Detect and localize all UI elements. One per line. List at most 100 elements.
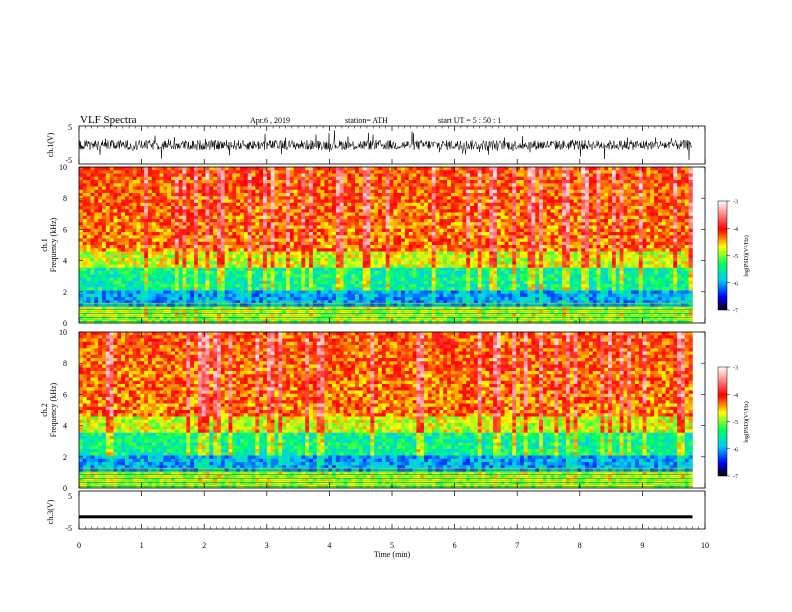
spectrogram-cell [105,215,110,220]
spectrogram-cell [374,170,379,174]
spectrogram-cell [174,235,179,239]
spectrogram-cell [473,277,479,282]
spectrogram-cell [163,300,168,304]
spectrogram-cell [171,287,176,291]
spectrogram-cell [186,254,191,259]
spectrogram-cell [443,219,448,223]
spectrogram-cell [247,274,252,278]
spectrogram-cell [121,167,126,171]
spectrogram-cell [182,235,187,239]
spectrogram-cell [217,284,222,288]
spectrogram-cell [209,196,214,200]
spectrogram-cell [255,245,260,249]
spectrogram-cell [136,235,141,239]
spectrogram-cell [220,290,225,295]
spectrogram-cell [301,212,306,217]
spectrogram-cell [362,241,367,246]
spectrogram-cell [278,274,283,278]
spectrogram-cell [224,251,229,256]
spectrogram-cell [324,293,329,298]
spectrogram-cell [163,277,168,282]
spectrogram-cell [266,251,272,256]
spectrogram-cell [132,245,137,249]
spectrogram-cell [236,238,241,243]
spectrogram-cell [462,232,467,236]
spectrogram-cell [148,170,153,174]
spectrogram-cell [431,264,436,269]
spectrogram-cell [289,222,295,226]
spectrogram-cell [82,222,87,226]
spectrogram-cell [301,251,306,256]
spectrogram-cell [358,300,364,304]
spectrogram-cell [297,316,302,321]
spectrogram-cell [351,189,356,194]
spectrogram-cell [347,228,352,233]
spectrogram-cell [427,293,433,298]
spectrogram-cell [450,300,456,304]
spectrogram-cell [412,316,417,321]
spectrogram-cell [366,258,371,262]
spectrogram-cell [186,280,191,285]
spectrogram-cell [316,316,321,321]
spectrogram-cell [128,180,133,184]
spectrogram-cell [439,199,444,204]
spectrogram-cell [263,225,268,230]
spectrogram-cell [378,219,383,223]
spectrogram-cell [366,183,371,187]
spectrogram-cell [389,316,394,321]
spectrogram-cell [473,280,479,285]
spectrogram-cell [424,277,429,282]
spectrogram-cell [171,251,176,256]
spectrogram-cell [297,267,302,272]
spectrogram-cell [393,290,398,295]
spectrogram-cell [351,267,356,272]
spectrogram-cell [98,199,103,204]
spectrogram-cell [82,293,87,298]
spectrogram-cell [355,313,360,317]
spectrogram-cell [404,267,410,272]
spectrogram-cell [282,245,287,249]
spectrogram-cell [351,290,356,295]
spectrogram-cell [86,232,91,236]
spectrogram-cell [105,258,110,262]
spectrogram-cell [462,202,467,207]
spectrogram-cell [447,196,452,200]
spectrogram-cell [201,293,206,298]
spectrogram-cell [232,290,237,295]
spectrogram-cell [328,202,333,207]
spectrogram-cell [286,241,291,246]
spectrogram-cell [213,238,218,243]
spectrogram-cell [401,261,406,265]
spectrogram-cell [125,274,130,278]
spectrogram-cell [263,170,268,174]
spectrogram-cell [224,277,229,282]
spectrogram-cell [148,228,153,233]
spectrogram-cell [174,300,179,304]
spectrogram-cell [217,267,222,272]
spectrogram-cell [424,193,429,197]
spectrogram-cell [136,280,141,285]
spectrogram-cell [282,258,287,262]
spectrogram-cell [247,267,252,272]
spectrogram-cell [274,202,279,207]
spectrogram-cell [362,280,367,285]
spectrogram-cell [458,290,463,295]
spectrogram-cell [178,241,183,246]
spectrogram-cell [385,170,390,174]
spectrogram-cell [205,310,210,314]
spectrogram-cell [109,202,114,207]
spectrogram-cell [105,209,110,213]
spectrogram-cell [355,284,360,288]
spectrogram-cell [358,170,364,174]
spectrogram-cell [90,212,95,217]
spectrogram-cell [144,176,149,181]
spectrogram-cell [324,170,329,174]
spectrogram-cell [401,306,406,311]
spectrogram-cell [462,196,467,200]
spectrogram-cell [128,241,133,246]
spectrogram-cell [236,248,241,252]
spectrogram-cell [362,251,367,256]
spectrogram-cell [243,248,248,252]
spectrogram-cell [132,212,137,217]
spectrogram-cell [332,202,337,207]
